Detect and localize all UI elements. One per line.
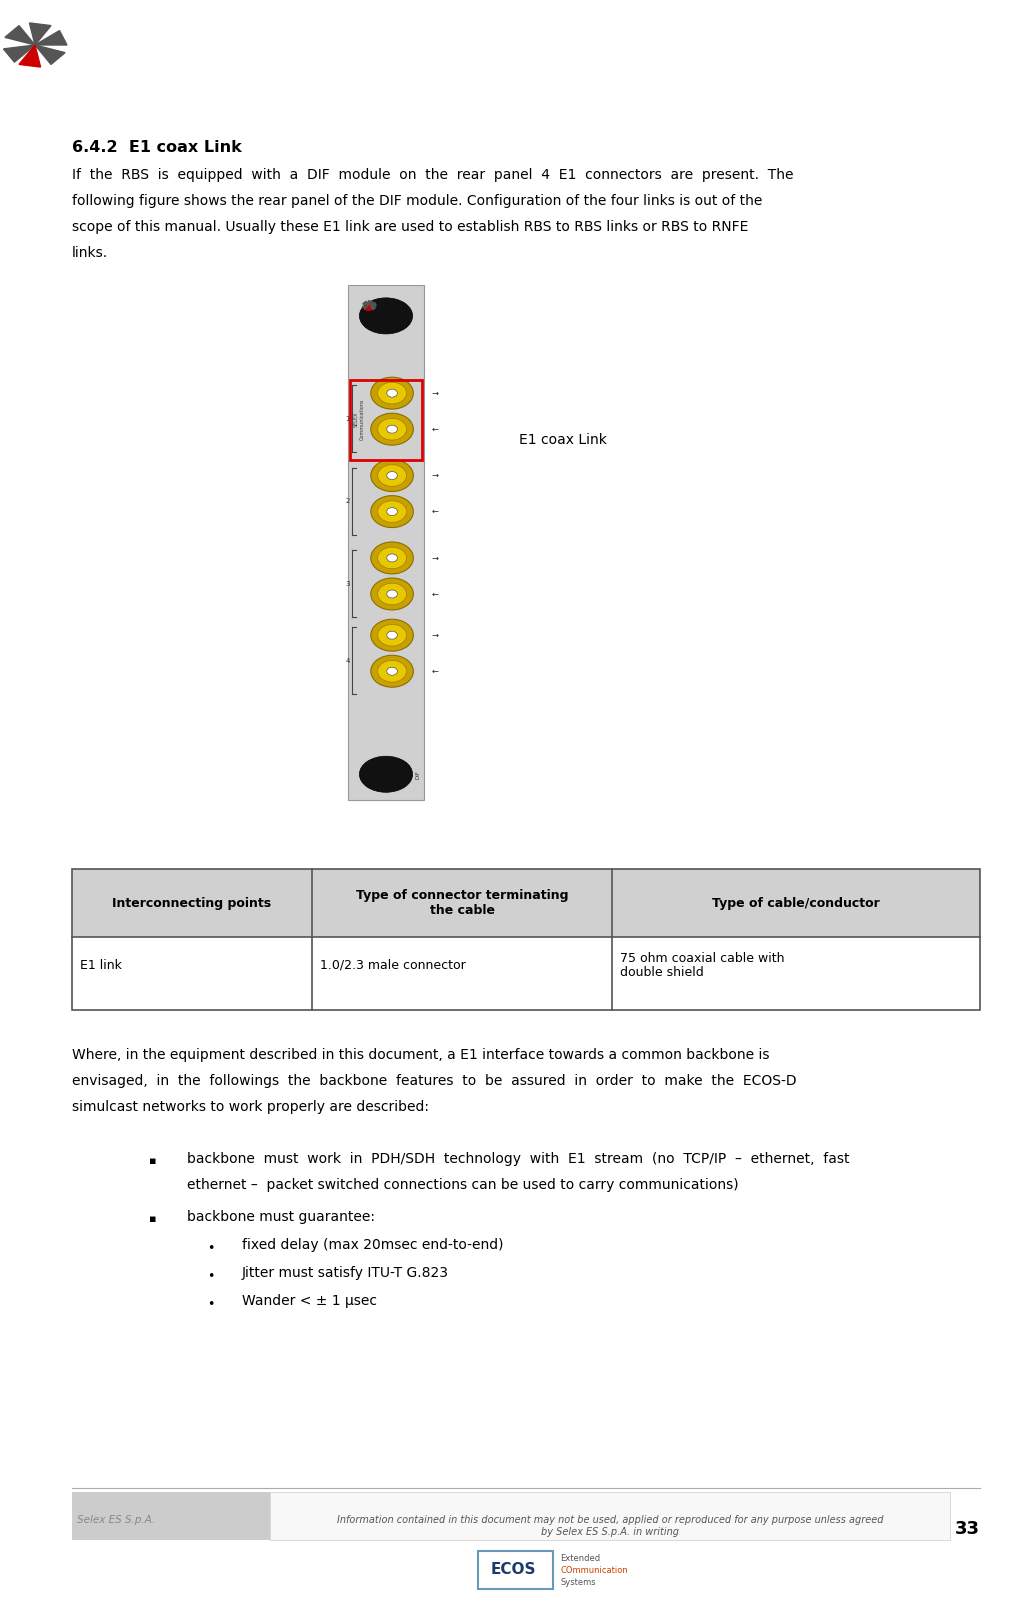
Ellipse shape	[386, 390, 398, 398]
Ellipse shape	[386, 667, 398, 675]
Text: If  the  RBS  is  equipped  with  a  DIF  module  on  the  rear  panel  4  E1  c: If the RBS is equipped with a DIF module…	[72, 168, 793, 183]
Text: •: •	[207, 1242, 214, 1255]
Ellipse shape	[378, 500, 407, 523]
Polygon shape	[368, 301, 373, 306]
Bar	[72, 869, 980, 1010]
Ellipse shape	[386, 425, 398, 433]
Text: →: →	[432, 471, 439, 479]
Text: Where, in the equipment described in this document, a E1 interface towards a com: Where, in the equipment described in thi…	[72, 1048, 769, 1063]
Polygon shape	[363, 306, 370, 309]
Ellipse shape	[371, 495, 413, 527]
Text: Jitter must satisfy ITU-T G.823: Jitter must satisfy ITU-T G.823	[242, 1266, 449, 1281]
Text: Extended: Extended	[560, 1553, 600, 1563]
Ellipse shape	[371, 414, 413, 446]
Polygon shape	[366, 306, 371, 311]
Text: ▪: ▪	[149, 1213, 157, 1225]
Polygon shape	[363, 301, 370, 306]
Text: envisaged,  in  the  followings  the  backbone  features  to  be  assured  in  o: envisaged, in the followings the backbon…	[72, 1074, 796, 1088]
Polygon shape	[5, 26, 35, 45]
Ellipse shape	[386, 471, 398, 479]
Ellipse shape	[378, 418, 407, 441]
Text: Type of cable/conductor: Type of cable/conductor	[712, 896, 880, 909]
Ellipse shape	[371, 542, 413, 574]
Ellipse shape	[371, 656, 413, 688]
Text: ethernet –  packet switched connections can be used to carry communications): ethernet – packet switched connections c…	[187, 1178, 739, 1193]
Text: ←: ←	[432, 667, 439, 676]
Polygon shape	[35, 30, 67, 45]
Bar	[478, 1552, 552, 1589]
Text: ←: ←	[432, 425, 439, 434]
Bar	[72, 869, 312, 938]
Bar	[612, 869, 980, 938]
Text: ECOS: ECOS	[490, 1563, 536, 1577]
Ellipse shape	[378, 660, 407, 683]
Text: Information contained in this document may not be used, applied or reproduced fo: Information contained in this document m…	[337, 1515, 884, 1537]
Text: ←: ←	[432, 507, 439, 516]
Text: Wander < ± 1 µsec: Wander < ± 1 µsec	[242, 1294, 377, 1308]
Text: 1.0/2.3 male connector: 1.0/2.3 male connector	[320, 959, 466, 971]
Text: simulcast networks to work properly are described:: simulcast networks to work properly are …	[72, 1100, 430, 1114]
Ellipse shape	[378, 547, 407, 569]
Text: DIF: DIF	[415, 769, 420, 779]
Text: →: →	[432, 553, 439, 563]
Ellipse shape	[378, 583, 407, 604]
Text: Systems: Systems	[560, 1579, 596, 1587]
Text: backbone must guarantee:: backbone must guarantee:	[187, 1210, 375, 1225]
Bar	[349, 380, 422, 460]
Text: 75 ohm coaxial cable with
double shield: 75 ohm coaxial cable with double shield	[620, 952, 785, 979]
Ellipse shape	[371, 460, 413, 492]
Ellipse shape	[386, 590, 398, 598]
Ellipse shape	[371, 579, 413, 611]
Ellipse shape	[371, 619, 413, 651]
Text: 4: 4	[345, 657, 350, 664]
Text: ←: ←	[432, 590, 439, 598]
Polygon shape	[370, 303, 376, 306]
Text: E1 coax Link: E1 coax Link	[519, 433, 607, 447]
Bar	[270, 1492, 950, 1540]
Text: 6.4.2  E1 coax Link: 6.4.2 E1 coax Link	[72, 139, 242, 155]
Ellipse shape	[386, 632, 398, 640]
Ellipse shape	[386, 508, 398, 516]
Text: following figure shows the rear panel of the DIF module. Configuration of the fo: following figure shows the rear panel of…	[72, 194, 762, 208]
Text: E1 link: E1 link	[80, 959, 122, 971]
Bar	[348, 285, 424, 800]
Text: fixed delay (max 20msec end-to-end): fixed delay (max 20msec end-to-end)	[242, 1238, 504, 1252]
Ellipse shape	[359, 298, 413, 333]
Text: •: •	[207, 1298, 214, 1311]
Text: SELEX
Communications: SELEX Communications	[354, 398, 365, 439]
Text: 3: 3	[345, 580, 350, 587]
Text: 33: 33	[955, 1520, 980, 1537]
Text: →: →	[432, 630, 439, 640]
Ellipse shape	[378, 383, 407, 404]
Bar	[312, 869, 612, 938]
Text: 2: 2	[345, 499, 350, 505]
Ellipse shape	[378, 625, 407, 646]
Text: ▪: ▪	[149, 1156, 157, 1165]
Bar	[72, 1492, 270, 1540]
Text: backbone  must  work  in  PDH/SDH  technology  with  E1  stream  (no  TCP/IP  – : backbone must work in PDH/SDH technology…	[187, 1153, 850, 1165]
Text: links.: links.	[72, 245, 108, 260]
Text: →: →	[432, 388, 439, 398]
Polygon shape	[19, 45, 40, 67]
Ellipse shape	[371, 377, 413, 409]
Ellipse shape	[378, 465, 407, 486]
Text: 1: 1	[345, 415, 350, 422]
Text: scope of this manual. Usually these E1 link are used to establish RBS to RBS lin: scope of this manual. Usually these E1 l…	[72, 220, 749, 234]
Polygon shape	[35, 45, 65, 64]
Polygon shape	[370, 306, 376, 309]
Text: Selex ES S.p.A.: Selex ES S.p.A.	[77, 1515, 156, 1524]
Text: Type of connector terminating
the cable: Type of connector terminating the cable	[355, 890, 569, 917]
Ellipse shape	[359, 757, 413, 792]
Text: •: •	[207, 1270, 214, 1282]
Text: Interconnecting points: Interconnecting points	[112, 896, 272, 909]
Polygon shape	[3, 45, 35, 63]
Text: COmmunication: COmmunication	[560, 1566, 628, 1576]
Ellipse shape	[386, 555, 398, 563]
Polygon shape	[30, 22, 52, 45]
